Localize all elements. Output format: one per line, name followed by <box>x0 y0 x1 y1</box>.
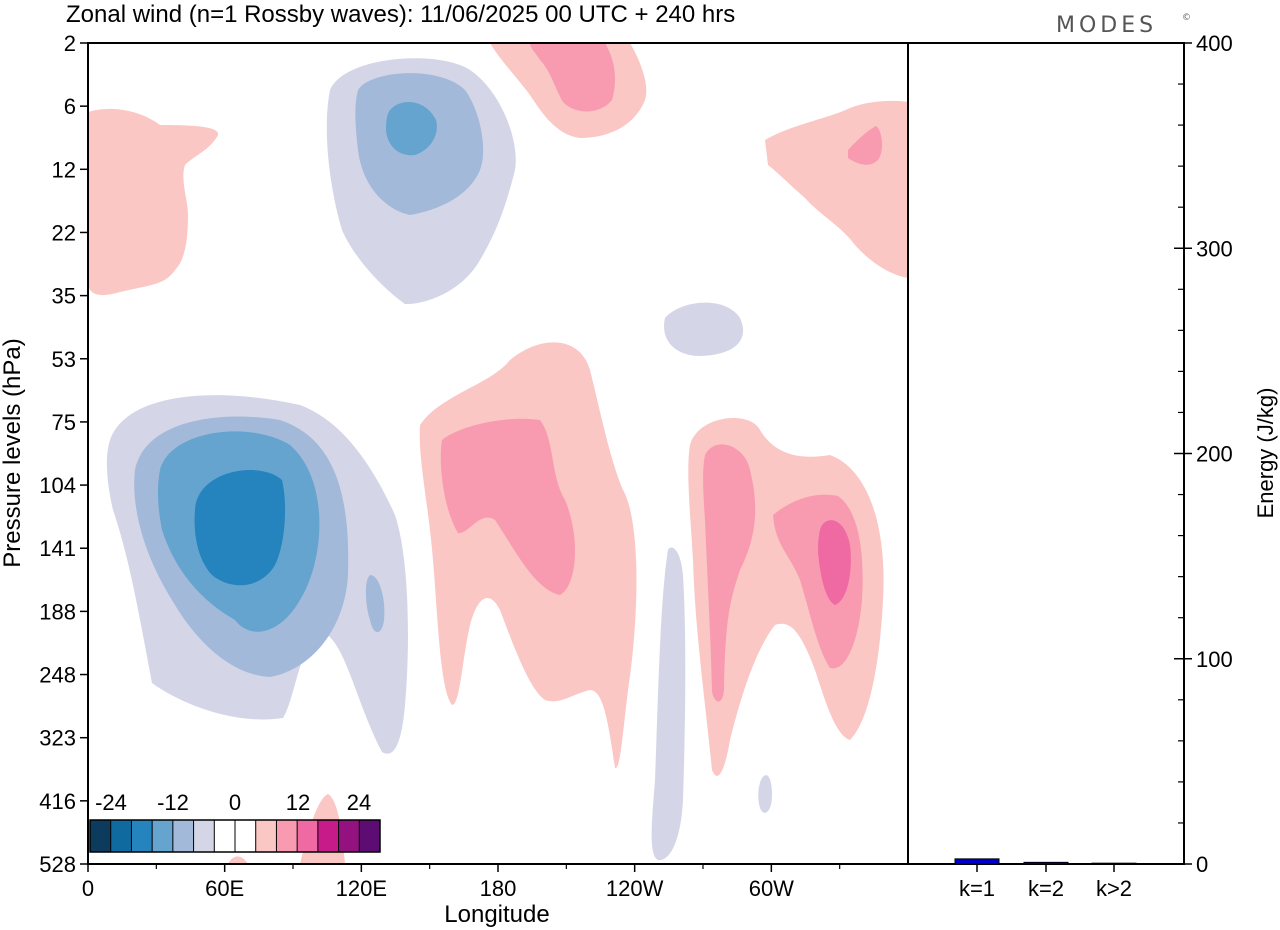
chart-title: Zonal wind (n=1 Rossby waves): 11/06/202… <box>66 1 735 28</box>
colorbar-swatch <box>338 820 360 852</box>
contour-neg-tiny <box>758 775 772 813</box>
y-tick-label: 35 <box>52 284 76 309</box>
colorbar-swatch <box>235 820 257 852</box>
colorbar-swatch <box>297 820 319 852</box>
contour-neg-lower-left-l4 <box>194 470 286 586</box>
contour-pos-upper-left <box>88 108 219 296</box>
contour-pos-upper-right-l1 <box>765 100 908 278</box>
y-tick-label: 141 <box>39 536 76 561</box>
contour-field <box>88 43 908 864</box>
energy-category-label: k=1 <box>959 876 995 901</box>
colorbar-swatches <box>90 820 381 852</box>
colorbar-label-0: 0 <box>229 790 241 815</box>
brand-mark: © <box>1182 13 1195 23</box>
colorbar-frame <box>89 819 381 853</box>
colorbar-swatch <box>193 820 215 852</box>
colorbar: -24 -12 0 12 24 <box>89 790 381 853</box>
x-tick-label: 60E <box>205 876 244 901</box>
x-tick-label: 120W <box>606 876 664 901</box>
y-tick-label: 22 <box>52 220 76 245</box>
y-tick-label: 104 <box>39 473 76 498</box>
energy-category-label: k=2 <box>1028 876 1064 901</box>
energy-tick-label: 300 <box>1196 236 1233 261</box>
energy-bar-2 <box>1023 861 1069 865</box>
colorbar-label-12: 12 <box>286 790 310 815</box>
energy-tick-label: 400 <box>1196 31 1233 56</box>
energy-bars <box>954 858 1137 865</box>
x-tick-label: 180 <box>480 876 517 901</box>
brand-logo: MODES <box>1056 13 1157 38</box>
x-tick-label: 0 <box>82 876 94 901</box>
colorbar-swatch <box>110 820 132 852</box>
y-tick-label: 323 <box>39 726 76 751</box>
y-axis: 2 6 12 22 35 53 75 104 141 188 248 323 416 528 <box>39 31 88 877</box>
energy-tick-label: 0 <box>1196 852 1208 877</box>
energy-x-axis: k=1 k=2 k>2 <box>959 864 1132 901</box>
colorbar-label-neg24: -24 <box>95 790 127 815</box>
y-tick-label: 53 <box>52 347 76 372</box>
contour-neg-small-blob <box>365 575 385 632</box>
colorbar-swatch <box>131 820 153 852</box>
colorbar-swatch <box>359 820 381 852</box>
x-tick-label: 60W <box>749 876 794 901</box>
energy-tick-label: 200 <box>1196 442 1233 467</box>
contour-neg-mid <box>664 302 744 356</box>
y-tick-label: 416 <box>39 789 76 814</box>
colorbar-label-neg12: -12 <box>157 790 189 815</box>
energy-tick-label: 100 <box>1196 647 1233 672</box>
x-axis: 0 60E 120E 180 120W 60W <box>82 864 841 901</box>
contour-pos-right-l2a <box>703 444 756 702</box>
contour-pos-lower-tiny <box>228 856 248 864</box>
y-tick-label: 75 <box>52 410 76 435</box>
colorbar-swatch <box>276 820 298 852</box>
contour-pos-topcenter-l2 <box>530 43 616 112</box>
y-tick-label: 528 <box>39 852 76 877</box>
contour-pos-central-l2 <box>440 418 576 595</box>
contour-neg-narrow-column <box>651 547 686 861</box>
y-tick-label: 6 <box>64 94 76 119</box>
colorbar-swatch <box>152 820 174 852</box>
contour-pos-upper-right-l2 <box>848 126 883 165</box>
colorbar-swatch <box>172 820 195 852</box>
colorbar-swatch <box>255 820 277 852</box>
y-tick-label: 12 <box>52 157 76 182</box>
colorbar-swatch <box>317 820 340 852</box>
colorbar-swatch <box>214 820 236 852</box>
y-tick-label: 248 <box>39 663 76 688</box>
contour-neg-upper-l3 <box>386 101 437 156</box>
energy-y-axis: 0 100 200 300 400 <box>1174 31 1233 877</box>
x-axis-label: Longitude <box>444 901 549 928</box>
contour-pos-right-l3 <box>818 520 851 605</box>
y-axis-label: Pressure levels (hPa) <box>0 338 26 567</box>
x-tick-label: 120E <box>336 876 387 901</box>
energy-axis-label: Energy (J/kg) <box>1253 388 1278 519</box>
energy-category-label: k>2 <box>1096 876 1132 901</box>
energy-bar-1 <box>954 858 1000 865</box>
y-tick-label: 188 <box>39 599 76 624</box>
colorbar-label-24: 24 <box>347 790 371 815</box>
y-tick-label: 2 <box>64 31 76 56</box>
colorbar-swatch <box>90 820 112 852</box>
